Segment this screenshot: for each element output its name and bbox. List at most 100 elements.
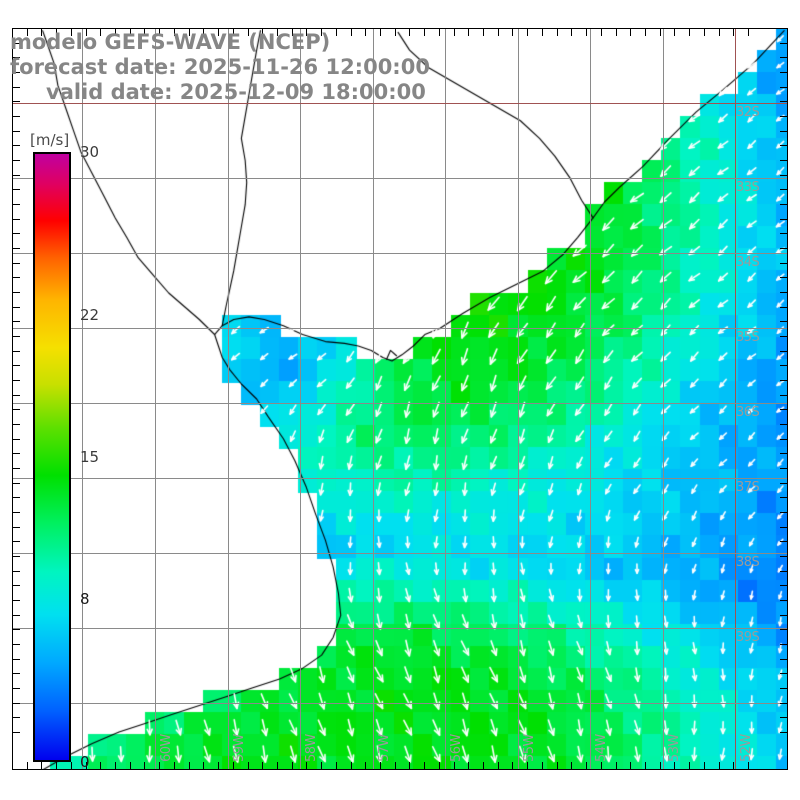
axis-tick <box>130 29 131 36</box>
axis-tick <box>630 29 631 36</box>
axis-tick <box>468 762 469 769</box>
longitude-label: 52W <box>739 734 754 762</box>
axis-tick <box>13 160 20 161</box>
axis-tick <box>498 29 499 36</box>
axis-tick <box>86 762 87 769</box>
axis-tick <box>13 732 20 733</box>
axis-tick <box>277 762 278 769</box>
axis-tick <box>557 762 558 769</box>
axis-tick <box>780 615 787 616</box>
axis-tick <box>13 43 20 44</box>
axis-tick <box>13 615 20 616</box>
gridline-vertical <box>518 28 519 770</box>
axis-tick <box>130 762 131 769</box>
axis-tick <box>189 762 190 769</box>
axis-tick <box>13 424 20 425</box>
map-plot-area[interactable] <box>12 28 788 770</box>
axis-tick <box>13 644 20 645</box>
axis-tick <box>409 29 410 36</box>
gridline-horizontal <box>12 103 788 104</box>
axis-tick <box>159 762 160 769</box>
colorbar-tick-label: 15 <box>80 448 100 466</box>
axis-tick <box>689 29 690 36</box>
axis-tick <box>248 29 249 36</box>
axis-tick <box>780 277 787 278</box>
axis-tick <box>56 29 57 36</box>
axis-tick <box>780 28 787 29</box>
axis-tick <box>704 29 705 36</box>
axis-tick <box>542 762 543 769</box>
axis-tick <box>748 762 749 769</box>
axis-tick <box>483 29 484 36</box>
axis-tick <box>277 29 278 36</box>
axis-tick <box>454 762 455 769</box>
gridline-vertical <box>82 28 83 770</box>
longitude-label: 58W <box>304 734 319 762</box>
axis-tick <box>306 762 307 769</box>
latitude-label: 39S <box>736 630 760 645</box>
axis-tick <box>56 762 57 769</box>
gridline-vertical <box>300 28 301 770</box>
axis-tick <box>571 762 572 769</box>
axis-tick <box>780 527 787 528</box>
gridline-vertical <box>155 28 156 770</box>
axis-tick <box>13 717 20 718</box>
axis-tick <box>780 160 787 161</box>
axis-tick <box>780 131 787 132</box>
axis-tick <box>248 762 249 769</box>
axis-tick <box>100 762 101 769</box>
axis-tick <box>115 29 116 36</box>
axis-tick <box>100 29 101 36</box>
axis-tick <box>12 29 13 36</box>
axis-tick <box>483 762 484 769</box>
axis-tick <box>13 145 20 146</box>
axis-tick <box>733 29 734 36</box>
axis-tick <box>13 541 20 542</box>
gridline-horizontal <box>12 628 788 629</box>
axis-tick <box>13 600 20 601</box>
axis-tick <box>262 762 263 769</box>
axis-tick <box>780 439 787 440</box>
axis-tick <box>780 512 787 513</box>
axis-tick <box>586 762 587 769</box>
axis-tick <box>13 307 20 308</box>
axis-tick <box>780 189 787 190</box>
axis-tick <box>660 762 661 769</box>
axis-tick <box>13 28 20 29</box>
axis-tick <box>13 321 20 322</box>
axis-tick <box>174 762 175 769</box>
axis-tick <box>780 497 787 498</box>
axis-tick <box>780 307 787 308</box>
axis-tick <box>13 233 20 234</box>
axis-tick <box>380 29 381 36</box>
gridline-horizontal <box>12 253 788 254</box>
axis-tick <box>189 29 190 36</box>
gridline-horizontal <box>12 178 788 179</box>
axis-tick <box>780 204 787 205</box>
axis-tick <box>780 453 787 454</box>
axis-tick <box>630 762 631 769</box>
axis-tick <box>527 762 528 769</box>
axis-tick <box>13 585 20 586</box>
axis-tick <box>468 29 469 36</box>
axis-tick <box>351 29 352 36</box>
gridline-vertical <box>373 28 374 770</box>
axis-tick <box>13 673 20 674</box>
axis-tick <box>512 762 513 769</box>
colorbar[interactable] <box>33 152 71 762</box>
axis-tick <box>780 629 787 630</box>
axis-tick <box>719 762 720 769</box>
axis-tick <box>351 762 352 769</box>
gridline-horizontal <box>12 328 788 329</box>
axis-tick <box>674 762 675 769</box>
axis-tick <box>780 483 787 484</box>
axis-tick <box>13 263 20 264</box>
axis-tick <box>13 292 20 293</box>
axis-tick <box>233 29 234 36</box>
axis-tick <box>233 762 234 769</box>
colorbar-tick-label: 22 <box>80 305 100 324</box>
axis-tick <box>13 688 20 689</box>
axis-tick <box>13 116 20 117</box>
axis-tick <box>780 380 787 381</box>
axis-tick <box>336 762 337 769</box>
